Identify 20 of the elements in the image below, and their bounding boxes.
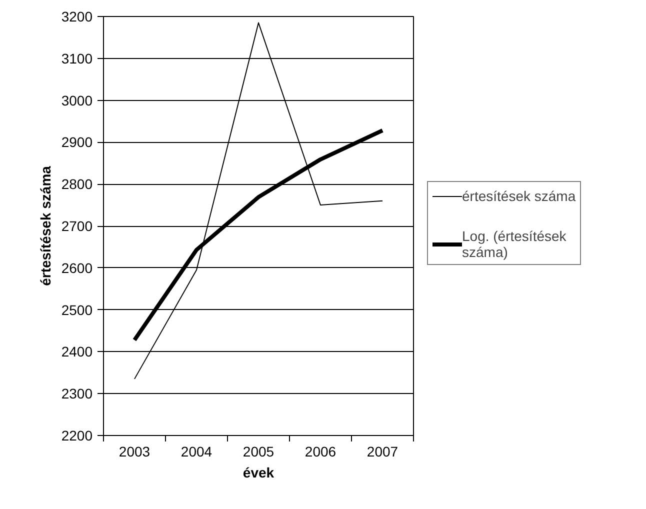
legend-label: értesítések száma	[462, 188, 576, 204]
x-tick-label: 2003	[118, 444, 150, 460]
y-axis-title: értesítések száma	[37, 166, 54, 286]
y-tick-label: 3000	[61, 92, 93, 108]
x-axis-title: évek	[242, 464, 274, 480]
y-tick-label: 2400	[61, 344, 93, 360]
x-tick-label: 2007	[366, 444, 398, 460]
y-tick-label: 2800	[61, 176, 93, 192]
y-tick-label: 3100	[61, 50, 93, 66]
y-tick-label: 2200	[61, 428, 93, 444]
y-tick-label: 2500	[61, 302, 93, 318]
y-tick-label: 2300	[61, 386, 93, 402]
x-tick-label: 2006	[304, 444, 336, 460]
y-tick-label: 2900	[61, 134, 93, 150]
x-tick-label: 2005	[242, 444, 274, 460]
y-tick-label: 2600	[61, 260, 93, 276]
x-tick-label: 2004	[180, 444, 212, 460]
y-tick-label: 2700	[61, 218, 93, 234]
legend-label: Log. (értesítések száma)	[462, 228, 566, 260]
y-tick-label: 3200	[61, 8, 93, 24]
